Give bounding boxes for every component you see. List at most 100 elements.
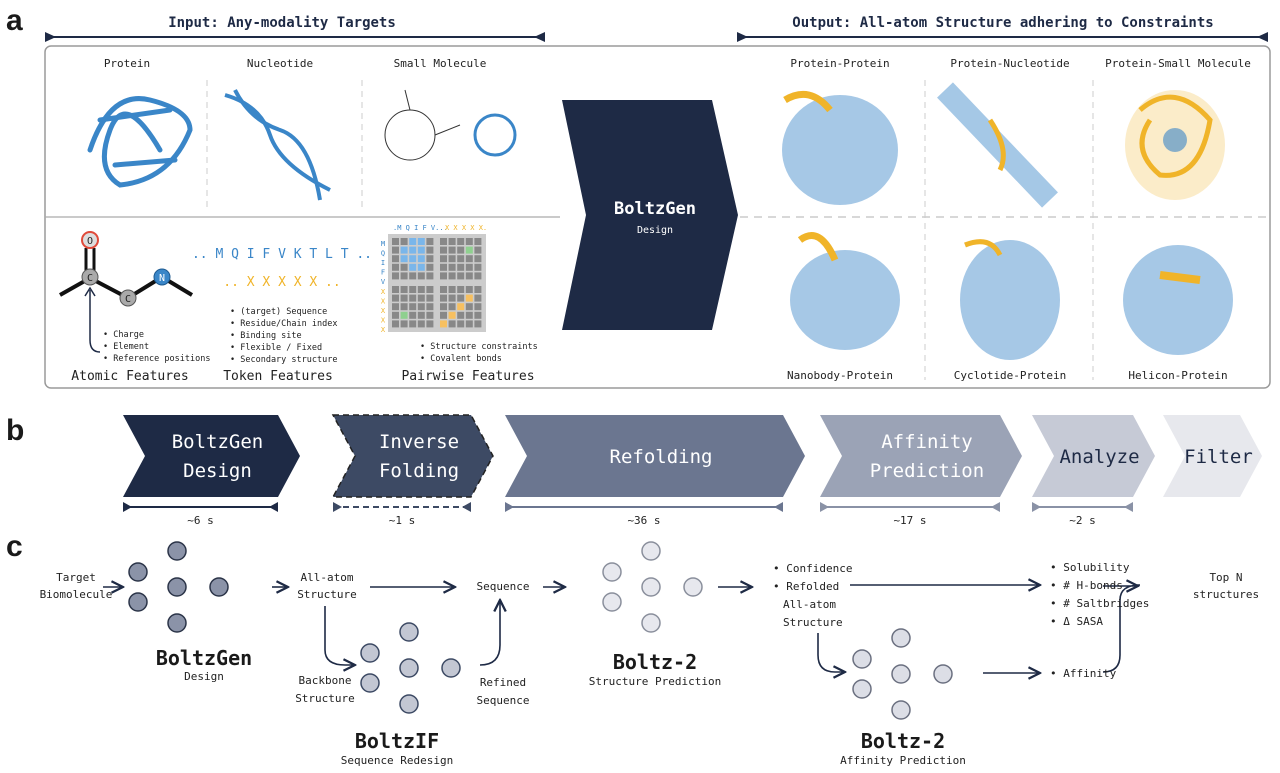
atom-n: N (159, 273, 165, 284)
pairwise-cell (474, 263, 482, 271)
pairwise-cell (457, 263, 465, 271)
pairwise-cell (457, 320, 465, 328)
pairwise-left-seq: MQIFV (379, 240, 387, 288)
node (360, 673, 380, 693)
boltzgen-role: Design (184, 670, 224, 683)
pairwise-cell (400, 294, 408, 302)
step-time: ~36 s (627, 514, 660, 527)
pairwise-cell (409, 311, 417, 319)
output-nanobody-protein-label: Nanobody-Protein (787, 369, 893, 382)
boltzgen-network-icon (128, 541, 229, 633)
node (167, 577, 187, 597)
pairwise-cell (457, 246, 465, 254)
pairwise-cell (457, 272, 465, 280)
pipeline-step-0 (123, 415, 300, 497)
atomic-features-title: Atomic Features (71, 369, 188, 384)
pairwise-cell (457, 294, 465, 302)
pairwise-cell (417, 311, 425, 319)
pairwise-cell (426, 303, 434, 311)
output-cyclotide-protein-label: Cyclotide-Protein (954, 369, 1067, 382)
pairwise-cell (440, 246, 447, 254)
input-header: Input: Any-modality Targets (168, 15, 396, 31)
pairwise-cell (392, 272, 399, 280)
pairwise-cell (400, 303, 408, 311)
pairwise-cell (465, 311, 473, 319)
confidence-item: • Confidence (773, 562, 852, 575)
pairwise-cell (409, 255, 417, 263)
small-molecule-image (384, 89, 517, 161)
pairwise-top-mask: X X X X X. (445, 224, 487, 232)
pairwise-cell (474, 272, 482, 280)
input-small-molecule-label: Small Molecule (394, 57, 487, 70)
pairwise-cell (392, 263, 399, 271)
pairwise-cell (474, 320, 482, 328)
output-protein-small-molecule-label: Protein-Small Molecule (1105, 57, 1251, 70)
step-time: ~6 s (187, 514, 214, 527)
pairwise-cell (409, 320, 417, 328)
pairwise-cell (400, 286, 408, 293)
input-nucleotide-label: Nucleotide (247, 57, 313, 70)
pairwise-cell (465, 294, 473, 302)
pairwise-cell (400, 255, 408, 263)
top-n-label: Top N (1209, 571, 1242, 584)
metric-item: • # Saltbridges (1050, 597, 1149, 610)
center-subtitle: Design (637, 225, 673, 236)
backbone-label: Backbone (299, 674, 352, 687)
node (933, 664, 953, 684)
pairwise-cell (474, 286, 482, 293)
pairwise-cell (409, 294, 417, 302)
step-label: Analyze (1059, 446, 1139, 468)
step-label: Affinity (881, 431, 973, 453)
node (441, 658, 461, 678)
boltzif-name: BoltzIF (355, 729, 439, 753)
pairwise-cell (417, 294, 425, 302)
pairwise-cell (440, 286, 447, 293)
protein-structure-image (87, 96, 193, 188)
node (641, 541, 661, 561)
network-icons (128, 541, 953, 720)
pipeline-step-2 (505, 415, 805, 497)
pairwise-cell (448, 238, 456, 245)
output-header: Output: All-atom Structure adhering to C… (792, 15, 1213, 31)
step-time: ~2 s (1069, 514, 1096, 527)
pairwise-cell (457, 255, 465, 263)
pairwise-cell (440, 320, 447, 328)
pairwise-cell (392, 303, 399, 311)
atomic-item: • Element (103, 342, 149, 352)
atom-c: C (87, 273, 93, 284)
top-n-label: structures (1193, 588, 1259, 601)
pairwise-cell (474, 246, 482, 254)
token-mask: .. X X X X X .. (223, 275, 340, 290)
atomic-features-diagram (59, 231, 194, 353)
pairwise-cell (400, 263, 408, 271)
pairwise-cell (417, 320, 425, 328)
pairwise-cell (448, 286, 456, 293)
token-item: • Flexible / Fixed (230, 343, 322, 353)
target-label: Target (56, 571, 96, 584)
all-atom-label: Structure (297, 588, 357, 601)
pipeline-step-4 (1032, 415, 1155, 497)
node (891, 628, 911, 648)
panel-label-a: a (6, 4, 23, 37)
token-item: • Binding site (230, 331, 302, 341)
step-time: ~1 s (389, 514, 416, 527)
refined-label: Refined (480, 676, 526, 689)
pairwise-cell (426, 238, 434, 245)
pairwise-cell (448, 311, 456, 319)
pairwise-cell (417, 272, 425, 280)
pairwise-cell (426, 246, 434, 254)
pairwise-item: • Covalent bonds (420, 354, 502, 364)
boltzgen-design-chevron (562, 100, 738, 330)
sequence-label: Sequence (477, 580, 530, 593)
step-label: Filter (1184, 446, 1253, 468)
pairwise-cell (474, 294, 482, 302)
pairwise-cell (440, 303, 447, 311)
pairwise-cell (392, 255, 399, 263)
pairwise-cell (440, 238, 447, 245)
pairwise-cell (474, 255, 482, 263)
pairwise-cell (457, 238, 465, 245)
pairwise-cell (474, 311, 482, 319)
pairwise-cell (448, 255, 456, 263)
boltz2-affinity-role: Affinity Prediction (840, 754, 966, 767)
pairwise-cell (440, 263, 447, 271)
